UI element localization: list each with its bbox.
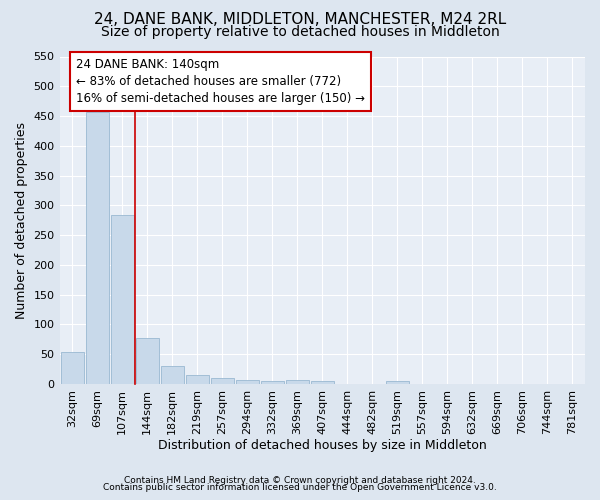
Bar <box>185 375 209 384</box>
Bar <box>261 381 284 384</box>
Text: Contains public sector information licensed under the Open Government Licence v3: Contains public sector information licen… <box>103 484 497 492</box>
Bar <box>211 378 233 384</box>
X-axis label: Distribution of detached houses by size in Middleton: Distribution of detached houses by size … <box>158 440 487 452</box>
Bar <box>86 112 109 384</box>
Y-axis label: Number of detached properties: Number of detached properties <box>15 122 28 318</box>
Bar <box>386 381 409 384</box>
Bar <box>311 381 334 384</box>
Bar <box>110 216 134 384</box>
Text: 24, DANE BANK, MIDDLETON, MANCHESTER, M24 2RL: 24, DANE BANK, MIDDLETON, MANCHESTER, M2… <box>94 12 506 28</box>
Bar <box>161 366 184 384</box>
Bar <box>136 338 158 384</box>
Bar <box>286 380 309 384</box>
Text: 24 DANE BANK: 140sqm
← 83% of detached houses are smaller (772)
16% of semi-deta: 24 DANE BANK: 140sqm ← 83% of detached h… <box>76 58 365 104</box>
Text: Contains HM Land Registry data © Crown copyright and database right 2024.: Contains HM Land Registry data © Crown c… <box>124 476 476 485</box>
Bar <box>236 380 259 384</box>
Bar <box>61 352 83 384</box>
Text: Size of property relative to detached houses in Middleton: Size of property relative to detached ho… <box>101 25 499 39</box>
